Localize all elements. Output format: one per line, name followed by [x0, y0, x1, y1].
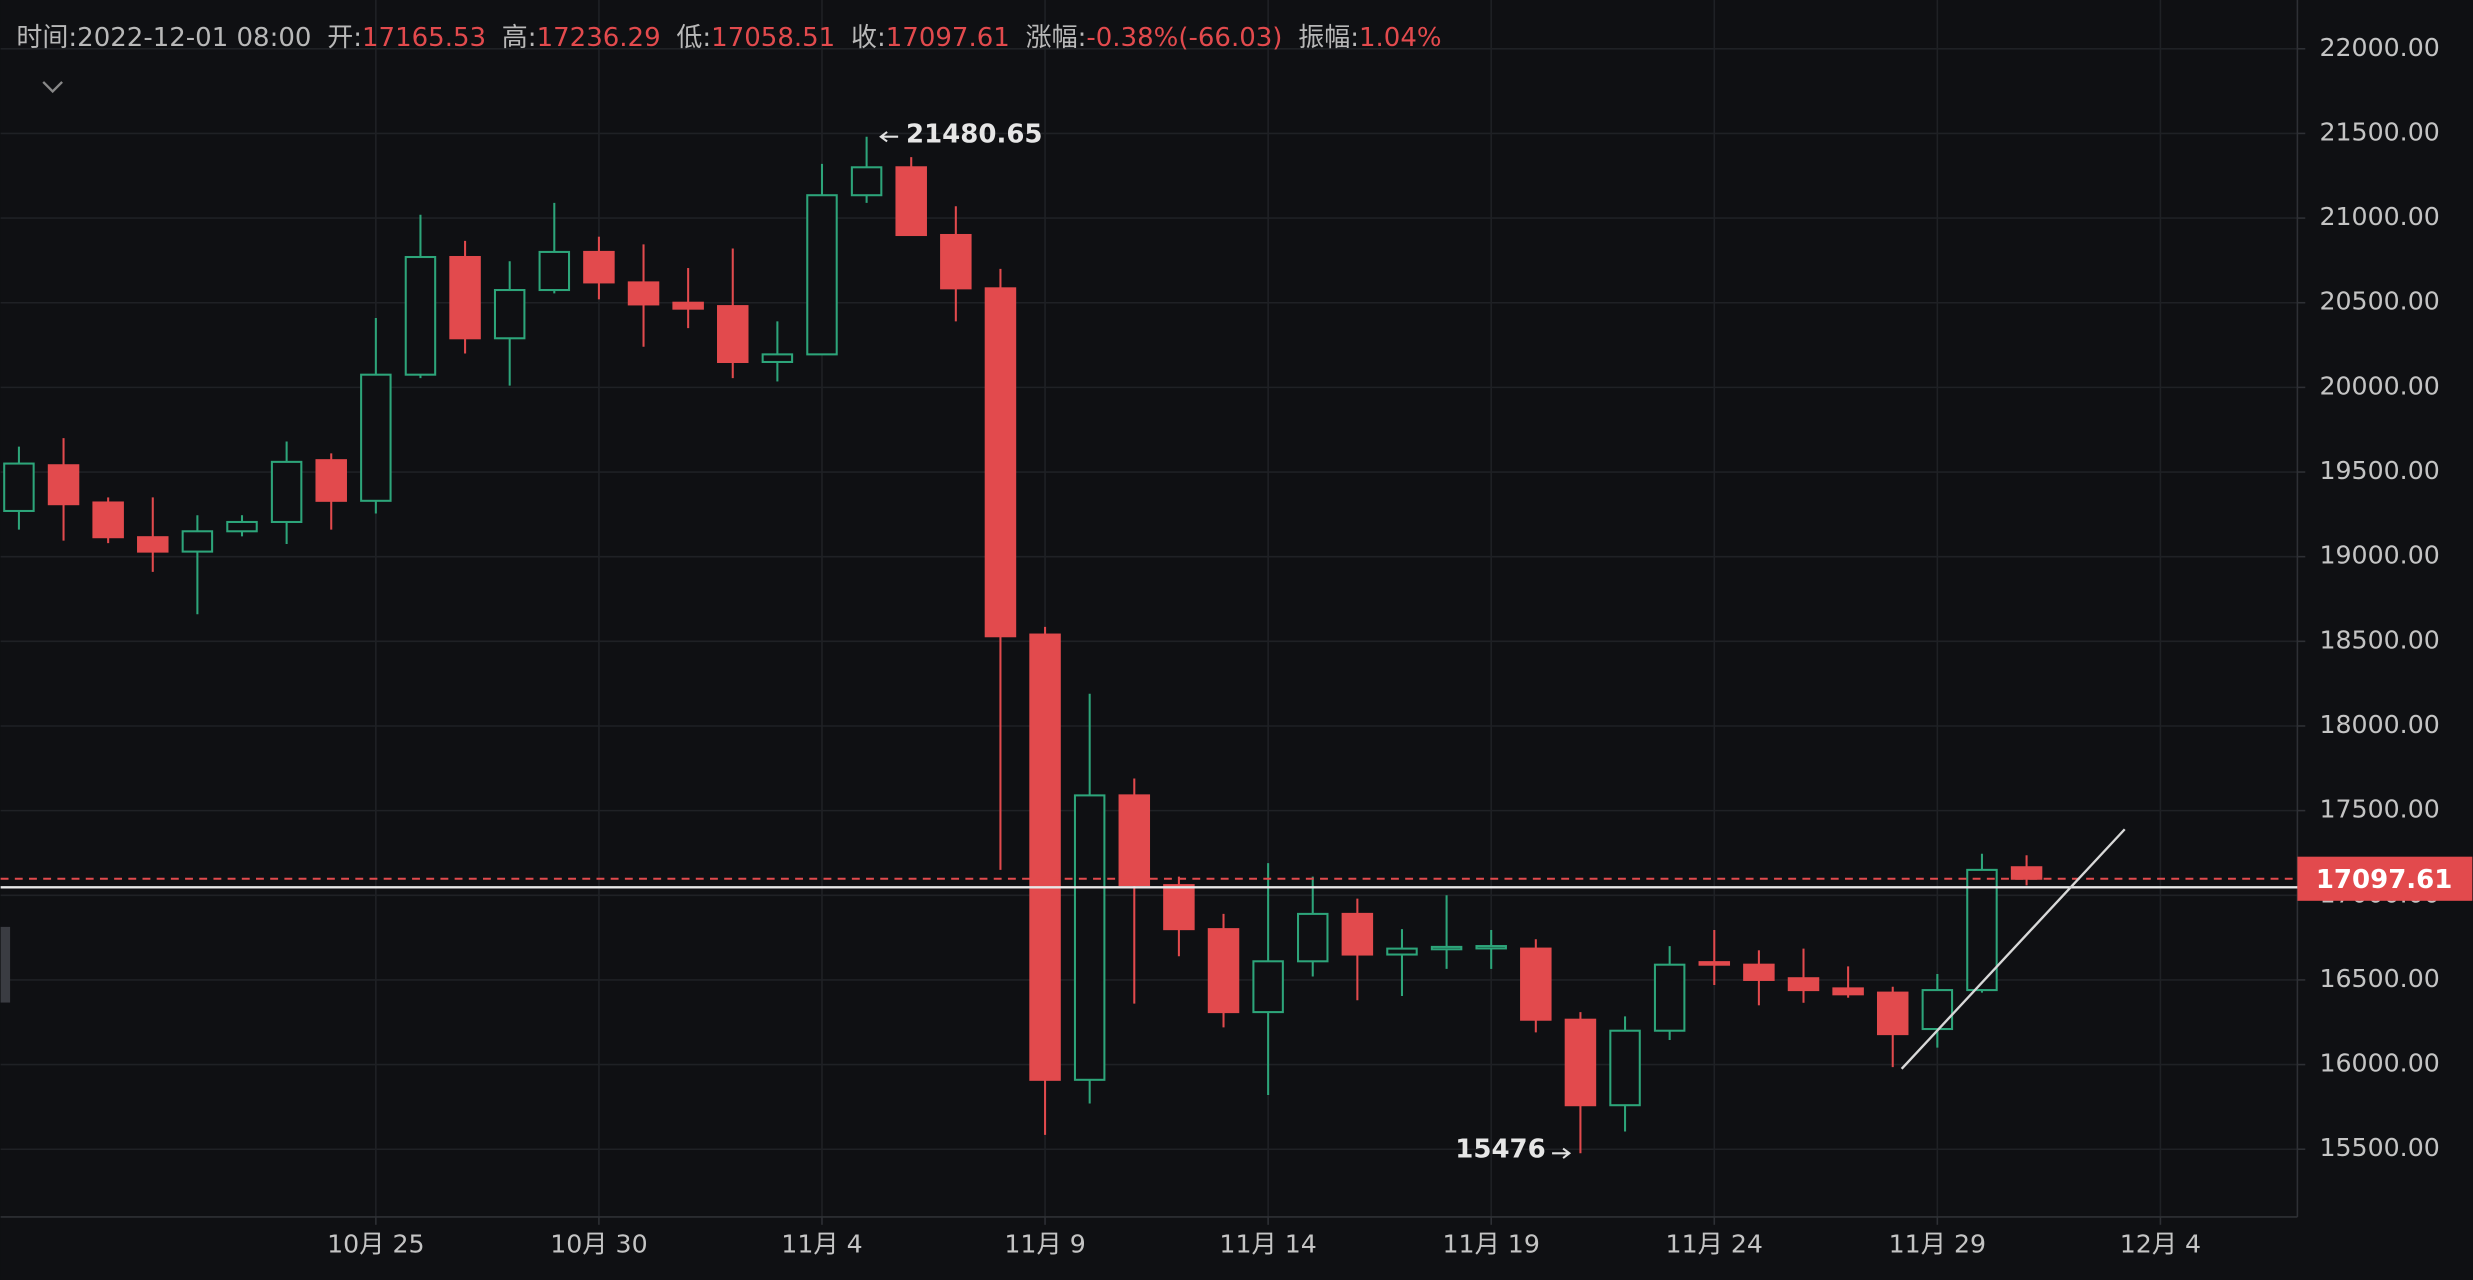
- y-tick-label: 19500.00: [2319, 456, 2439, 485]
- candle-body: [1520, 947, 1552, 1021]
- candle-body: [1787, 977, 1820, 992]
- candle-body: [360, 373, 392, 502]
- arrow-icon: [879, 131, 899, 143]
- candle-body: [1430, 945, 1463, 951]
- candle-body: [1296, 912, 1329, 963]
- candle-body: [984, 287, 1017, 638]
- candle-body: [1163, 884, 1195, 931]
- candle-body: [1832, 987, 1864, 996]
- candle-body: [2010, 866, 2043, 880]
- candle-body: [47, 464, 80, 506]
- y-tick-label: 15500.00: [2319, 1133, 2439, 1162]
- y-tick-label: 18500.00: [2319, 625, 2439, 654]
- candle-body: [672, 301, 704, 310]
- x-tick-label: 11月 29: [1889, 1229, 1986, 1258]
- info-bar: 时间:2022-12-01 08:00 开:17165.53 高:17236.29 低…: [16, 22, 1441, 52]
- candle-body: [315, 459, 347, 502]
- candle-body: [1966, 868, 1998, 992]
- candle-body: [1921, 989, 1954, 1031]
- y-tick-label: 18000.00: [2319, 710, 2439, 739]
- candle-body: [1743, 963, 1775, 981]
- candles: [3, 136, 2043, 1154]
- x-tick-label: 11月 14: [1219, 1229, 1316, 1258]
- y-tick-label: 20500.00: [2319, 287, 2439, 316]
- candle-body: [1386, 947, 1418, 956]
- x-tick-label: 10月 30: [550, 1229, 647, 1258]
- info-label: 时间:: [16, 22, 77, 52]
- candle-body: [226, 520, 258, 533]
- candle-body: [806, 194, 838, 356]
- y-tick-label: 21500.00: [2319, 117, 2439, 146]
- candle-body: [1698, 961, 1731, 966]
- candle-body: [1876, 991, 1909, 1036]
- y-tick-label: 22000.00: [2319, 33, 2439, 62]
- info-label: 低:: [676, 22, 711, 52]
- info-value: -0.38%(-66.03): [1086, 22, 1282, 52]
- x-tick-label: 10月 25: [327, 1229, 424, 1258]
- info-value: 17165.53: [362, 22, 486, 52]
- candle-body: [1029, 633, 1061, 1081]
- candle-body: [583, 250, 615, 284]
- candle-body: [940, 233, 972, 290]
- candle-body: [850, 166, 883, 197]
- info-label: 振幅:: [1298, 22, 1359, 52]
- info-value: 17058.51: [711, 22, 835, 52]
- candle-body: [1564, 1018, 1597, 1107]
- high-annotation: 21480.65: [906, 120, 1043, 150]
- last-price-label: 17097.61: [2316, 865, 2453, 895]
- candle-body: [449, 255, 481, 340]
- last-price-box: [2297, 856, 2473, 901]
- candle-body: [1207, 928, 1240, 1014]
- candle-body: [1609, 1029, 1641, 1107]
- grid: 15500.0016000.0016500.0017000.0017500.00…: [0, 0, 2440, 1258]
- candle-body: [92, 501, 124, 539]
- candle-body: [1653, 963, 1686, 1032]
- y-tick-label: 19000.00: [2319, 541, 2439, 570]
- collapse-icon[interactable]: [42, 81, 63, 94]
- candle-body: [404, 255, 437, 376]
- info-value: 1.04%: [1359, 22, 1442, 52]
- overlay: 17097.61 21480.65 15476: [0, 120, 2473, 1165]
- y-tick-label: 16500.00: [2319, 964, 2439, 993]
- info-value: 17097.61: [886, 22, 1010, 52]
- candle-body: [627, 281, 660, 306]
- candle-body: [761, 353, 794, 364]
- x-tick-label: 11月 19: [1442, 1229, 1539, 1258]
- x-tick-label: 11月 9: [1004, 1229, 1085, 1258]
- x-tick-label: 11月 4: [781, 1229, 862, 1258]
- trend-line: [1900, 828, 2126, 1070]
- candle-body: [1341, 912, 1374, 956]
- candle-body: [1252, 960, 1284, 1014]
- info-label: 涨幅:: [1026, 22, 1087, 52]
- y-tick-label: 16000.00: [2319, 1049, 2439, 1078]
- info-label: 高:: [502, 22, 537, 52]
- low-annotation: 15476: [1455, 1135, 1545, 1165]
- y-tick-label: 20000.00: [2319, 371, 2439, 400]
- y-tick-label: 21000.00: [2319, 202, 2439, 231]
- info-label: 开:: [327, 22, 362, 52]
- info-value: 2022-12-01 08:00: [77, 22, 311, 52]
- candle-body: [538, 250, 571, 292]
- info-value: 17236.29: [537, 22, 661, 52]
- candle-body: [493, 289, 526, 340]
- side-tab[interactable]: [0, 926, 11, 1003]
- candle-body: [270, 460, 303, 523]
- candle-body: [137, 536, 169, 553]
- x-tick-label: 11月 24: [1666, 1229, 1763, 1258]
- candle-body: [717, 305, 749, 364]
- candle-body: [3, 462, 35, 512]
- candle-body: [895, 166, 927, 237]
- x-tick-label: 12月 4: [2120, 1229, 2201, 1258]
- arrow-icon: [1552, 1147, 1572, 1159]
- candle-body: [1475, 945, 1507, 950]
- y-tick-label: 17500.00: [2319, 795, 2439, 824]
- candle-body: [1073, 794, 1106, 1081]
- candle-body: [1118, 794, 1151, 887]
- info-label: 收:: [851, 22, 886, 52]
- candle-body: [181, 530, 214, 553]
